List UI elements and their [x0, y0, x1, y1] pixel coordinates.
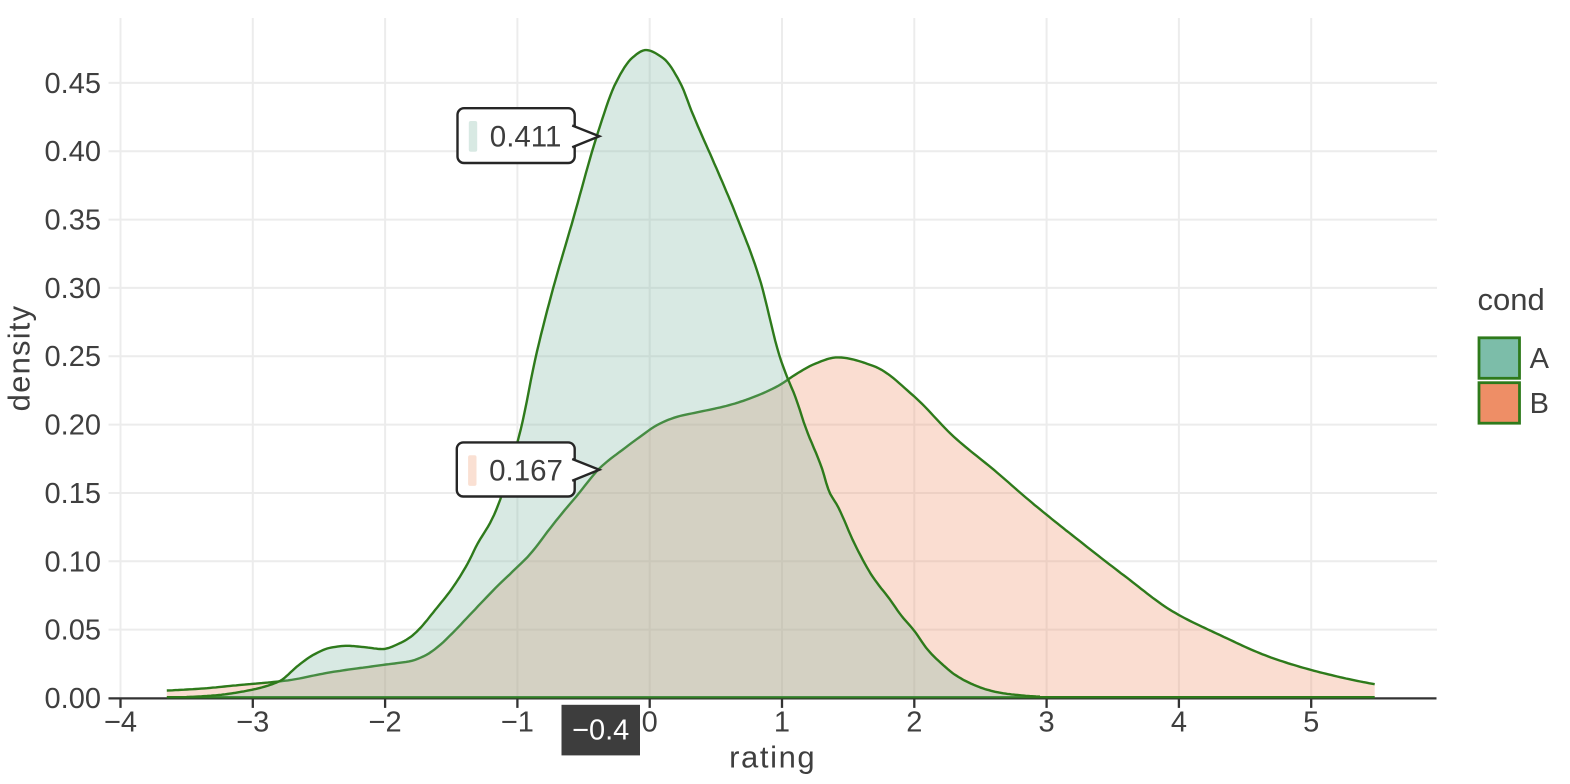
svg-text:0.00: 0.00 — [45, 683, 101, 715]
svg-text:0: 0 — [642, 707, 658, 739]
svg-text:0.15: 0.15 — [45, 478, 101, 510]
svg-text:0.20: 0.20 — [45, 410, 101, 442]
svg-text:−3: −3 — [236, 707, 269, 739]
svg-text:−0.4: −0.4 — [572, 715, 629, 747]
svg-text:5: 5 — [1303, 707, 1319, 739]
svg-text:−4: −4 — [104, 707, 137, 739]
svg-text:2: 2 — [906, 707, 922, 739]
svg-text:0.35: 0.35 — [45, 205, 101, 237]
svg-text:−2: −2 — [369, 707, 402, 739]
svg-text:1: 1 — [774, 707, 790, 739]
svg-text:density: density — [2, 305, 37, 412]
svg-text:0.167: 0.167 — [489, 454, 563, 487]
svg-text:cond: cond — [1478, 282, 1545, 317]
svg-text:4: 4 — [1171, 707, 1187, 739]
svg-text:0.25: 0.25 — [45, 341, 101, 373]
svg-text:0.40: 0.40 — [45, 136, 101, 168]
svg-text:3: 3 — [1039, 707, 1055, 739]
svg-text:0.45: 0.45 — [45, 68, 101, 100]
svg-text:−1: −1 — [501, 707, 534, 739]
svg-text:0.30: 0.30 — [45, 273, 101, 305]
svg-text:rating: rating — [729, 740, 816, 775]
svg-text:0.411: 0.411 — [490, 121, 562, 154]
svg-text:A: A — [1530, 343, 1550, 375]
svg-text:B: B — [1530, 388, 1549, 420]
svg-text:0.05: 0.05 — [45, 615, 101, 647]
svg-text:0.10: 0.10 — [45, 546, 101, 578]
